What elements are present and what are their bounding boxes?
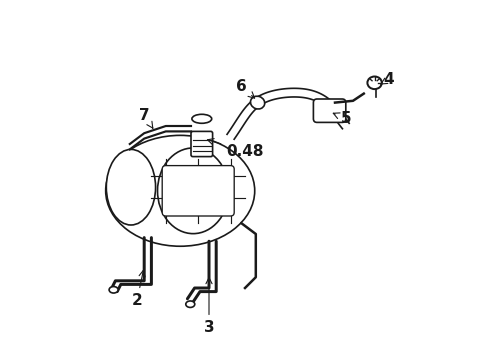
Ellipse shape — [157, 148, 229, 234]
Text: 2: 2 — [132, 270, 145, 308]
Text: 6: 6 — [236, 79, 255, 98]
Ellipse shape — [106, 135, 255, 246]
Text: 5: 5 — [333, 111, 351, 126]
Ellipse shape — [192, 114, 212, 123]
Text: 3: 3 — [204, 278, 214, 335]
FancyBboxPatch shape — [191, 131, 213, 157]
Text: 4: 4 — [381, 72, 394, 87]
FancyBboxPatch shape — [162, 166, 234, 216]
Ellipse shape — [250, 96, 265, 109]
Ellipse shape — [186, 301, 195, 307]
Ellipse shape — [368, 77, 382, 89]
Ellipse shape — [106, 149, 156, 225]
Text: 0.48: 0.48 — [207, 139, 264, 159]
Ellipse shape — [109, 287, 118, 293]
Text: 7: 7 — [139, 108, 153, 128]
FancyBboxPatch shape — [314, 99, 346, 122]
